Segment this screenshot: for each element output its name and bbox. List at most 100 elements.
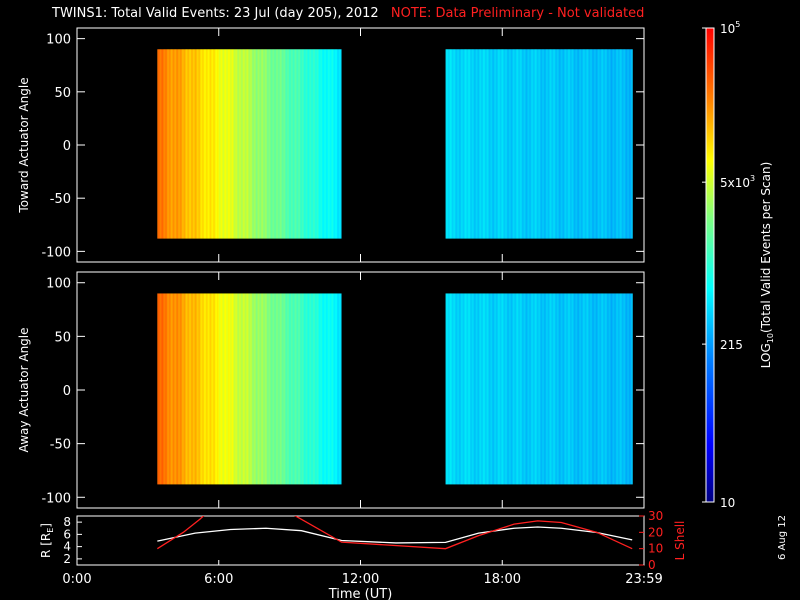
heat-column [515, 49, 517, 239]
heat-column [539, 293, 541, 485]
heat-column [460, 49, 462, 239]
heat-column [311, 293, 313, 485]
heat-column [556, 293, 558, 485]
heat-column [585, 293, 587, 485]
heat-column [492, 293, 494, 485]
heat-column [293, 293, 295, 485]
heat-column [513, 293, 515, 485]
heat-column [278, 293, 280, 485]
heat-column [224, 49, 226, 239]
heat-column [282, 49, 284, 239]
heat-column [181, 49, 183, 239]
heat-column [526, 49, 528, 239]
heat-column [538, 49, 540, 239]
heat-column [481, 49, 483, 239]
heat-column [208, 49, 210, 239]
heat-column [470, 49, 472, 239]
orbit-left-tick-label: 8 [63, 515, 71, 529]
heat-column [332, 293, 334, 485]
heat-column [169, 293, 171, 485]
heat-column [165, 49, 167, 239]
heat-column [202, 49, 204, 239]
heat-column [340, 49, 342, 239]
heat-column [222, 49, 224, 239]
heat-column [573, 49, 575, 239]
heat-column [559, 293, 561, 485]
heat-column [517, 293, 519, 485]
heat-column [318, 49, 320, 239]
colorbar-tick-label: 10 [720, 496, 735, 510]
heat-column [255, 49, 257, 239]
heat-column [195, 49, 197, 239]
heat-column [509, 49, 511, 239]
heat-column [452, 293, 454, 485]
heat-column [631, 49, 633, 239]
heat-column [562, 49, 564, 239]
heat-column [494, 49, 496, 239]
colorbar-tick-exponent: 3 [750, 174, 755, 183]
heat-column [214, 49, 216, 239]
heat-column [332, 49, 334, 239]
heat-column [600, 49, 602, 239]
heat-column [186, 49, 188, 239]
colorbar-tick-exponent: 5 [735, 20, 740, 29]
heat-column [238, 49, 240, 239]
heat-column [209, 49, 211, 239]
heat-column [197, 49, 199, 239]
data-segment-2 [445, 293, 633, 485]
x-tick-label: 12:00 [342, 572, 379, 587]
heat-column [320, 293, 322, 485]
heat-column [528, 49, 530, 239]
heat-column [579, 293, 581, 485]
heat-column [573, 293, 575, 485]
heat-column [259, 49, 261, 239]
heat-column [184, 49, 186, 239]
heat-column [465, 49, 467, 239]
heat-column [225, 293, 227, 485]
heat-column [299, 49, 301, 239]
heat-column [575, 293, 577, 485]
heat-column [542, 293, 544, 485]
heat-column [454, 49, 456, 239]
heat-column [611, 293, 613, 485]
heat-column [554, 49, 556, 239]
heat-column [157, 293, 159, 485]
heat-column [480, 293, 482, 485]
heat-column [546, 49, 548, 239]
heat-column [211, 293, 213, 485]
heat-column [484, 49, 486, 239]
heat-column [604, 49, 606, 239]
heat-column [582, 293, 584, 485]
heat-column [576, 293, 578, 485]
heat-column [262, 49, 264, 239]
heat-column [160, 293, 162, 485]
heat-column [306, 293, 308, 485]
heat-column [560, 293, 562, 485]
y-tick-label: -100 [41, 491, 71, 506]
heat-column [515, 293, 517, 485]
heat-column [619, 293, 621, 485]
heat-column [525, 293, 527, 485]
heat-column [177, 293, 179, 485]
heat-column [603, 49, 605, 239]
heat-column [279, 49, 281, 239]
heat-column [218, 293, 220, 485]
heat-column [537, 293, 539, 485]
heat-column [546, 293, 548, 485]
heat-column [240, 293, 242, 485]
heat-column [581, 49, 583, 239]
heat-column [212, 49, 214, 239]
heat-column [235, 293, 237, 485]
heat-column [243, 49, 245, 239]
heat-column [270, 293, 272, 485]
heat-column [605, 49, 607, 239]
heat-column [622, 49, 624, 239]
y-axis-label-away: Away Actuator Angle [17, 327, 31, 452]
heat-column [257, 293, 259, 485]
heat-column [188, 293, 190, 485]
heat-column [336, 49, 338, 239]
x-tick-label: 0:00 [62, 572, 91, 587]
r-distance-line [157, 526, 633, 544]
heat-column [563, 293, 565, 485]
colorbar-tick-label: 105 [720, 20, 740, 36]
